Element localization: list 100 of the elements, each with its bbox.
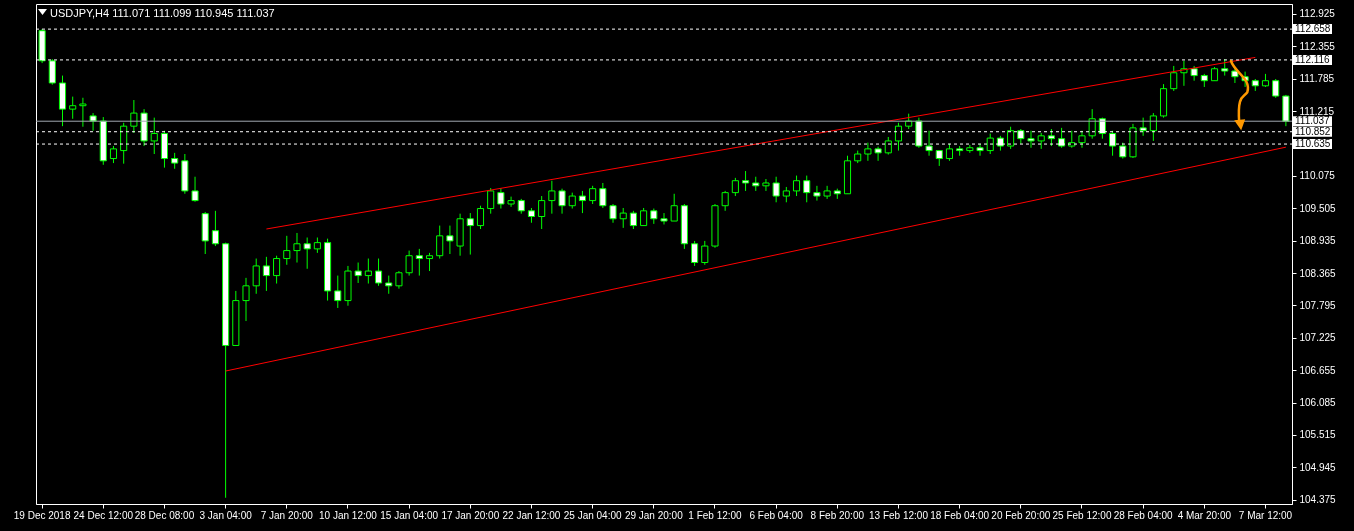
ref-line-label: 112.116 xyxy=(1295,53,1331,65)
candlestick xyxy=(293,232,301,264)
candlestick xyxy=(823,185,831,200)
candlestick xyxy=(558,188,566,215)
candlestick xyxy=(660,212,668,225)
x-tick-label: 15 Jan 04:00 xyxy=(380,509,439,521)
x-tick-label: 25 Jan 04:00 xyxy=(563,509,622,521)
x-tick-label: 3 Jan 04:00 xyxy=(199,509,253,521)
candlestick xyxy=(762,178,770,192)
candlestick xyxy=(415,248,423,277)
y-tick-label: 109.505 xyxy=(1299,202,1337,214)
candlestick xyxy=(69,96,77,120)
y-tick-label: 112.355 xyxy=(1299,40,1336,52)
x-tick-label: 18 Feb 04:00 xyxy=(930,509,990,521)
x-tick-label: 25 Feb 12:00 xyxy=(1052,509,1112,521)
candlestick xyxy=(986,133,994,155)
candlestick xyxy=(548,180,556,215)
candlestick xyxy=(721,190,729,212)
candlestick xyxy=(578,190,586,214)
candlestick xyxy=(354,262,362,284)
candlestick xyxy=(273,255,281,285)
candlestick xyxy=(691,240,699,267)
candlestick xyxy=(262,256,270,292)
candlestick xyxy=(150,117,158,155)
ref-line-label: 111.037 xyxy=(1295,115,1331,127)
candlestick xyxy=(334,275,342,309)
candlestick xyxy=(436,225,444,260)
candlestick xyxy=(446,225,454,255)
x-tick-label: 24 Dec 12:00 xyxy=(73,509,134,521)
candlestick xyxy=(670,193,678,222)
x-tick-label: 20 Feb 20:00 xyxy=(991,509,1051,521)
y-tick-label: 104.375 xyxy=(1299,494,1337,506)
x-tick-label: 28 Feb 04:00 xyxy=(1113,509,1174,521)
candlestick xyxy=(283,235,291,266)
ref-line-label: 112.658 xyxy=(1295,23,1331,35)
candlestick xyxy=(813,185,821,202)
x-tick-label: 1 Feb 12:00 xyxy=(688,509,743,521)
candlestick xyxy=(191,176,199,203)
candlestick xyxy=(1088,108,1096,140)
x-tick-label: 29 Jan 20:00 xyxy=(624,509,684,521)
candlestick xyxy=(629,210,637,230)
candlestick xyxy=(538,195,546,230)
x-tick-label: 28 Dec 08:00 xyxy=(134,509,195,521)
candlestick xyxy=(1231,68,1239,84)
y-tick-label: 112.925 xyxy=(1299,8,1336,20)
candlestick xyxy=(742,170,750,192)
candlestick xyxy=(772,176,780,203)
candlestick xyxy=(405,250,413,277)
candlestick xyxy=(466,212,474,256)
candlestick xyxy=(79,97,87,128)
y-tick-label: 107.795 xyxy=(1299,299,1337,311)
y-tick-label: 111.215 xyxy=(1299,105,1335,117)
y-tick-label: 104.945 xyxy=(1299,461,1337,473)
candlestick xyxy=(619,207,627,229)
candlestick xyxy=(599,182,607,209)
x-tick-label: 22 Jan 12:00 xyxy=(502,509,561,521)
y-tick-label: 110.075 xyxy=(1299,170,1336,182)
chart-title: USDJPY,H4 111.071 111.099 110.945 111.037 xyxy=(50,7,275,19)
candlestick xyxy=(731,177,739,197)
candlestick xyxy=(589,185,597,205)
candlestick xyxy=(1170,65,1178,92)
y-tick-label: 108.935 xyxy=(1299,235,1337,247)
y-tick-label: 107.225 xyxy=(1299,332,1337,344)
candlestick xyxy=(252,258,260,295)
y-tick-label: 111.785 xyxy=(1299,73,1335,85)
x-tick-label: 4 Mar 20:00 xyxy=(1177,509,1232,521)
y-tick-label: 106.085 xyxy=(1299,397,1337,409)
x-tick-label: 7 Mar 12:00 xyxy=(1238,509,1293,521)
x-tick-label: 13 Feb 12:00 xyxy=(869,509,929,521)
candlestick xyxy=(894,122,903,152)
candlestick xyxy=(303,237,311,270)
candlestick xyxy=(864,142,872,162)
candlestick xyxy=(1149,112,1157,142)
candlestick xyxy=(803,175,811,203)
y-tick-label: 108.365 xyxy=(1299,267,1337,279)
y-tick-label: 105.515 xyxy=(1299,429,1337,441)
candlestick xyxy=(374,258,383,287)
x-tick-label: 7 Jan 20:00 xyxy=(260,509,314,521)
candlestick xyxy=(1272,78,1280,99)
ref-line-label: 110.852 xyxy=(1295,125,1331,137)
candlestick xyxy=(242,277,250,322)
y-tick-label: 106.655 xyxy=(1299,364,1337,376)
x-tick-label: 6 Feb 04:00 xyxy=(749,509,804,521)
candlestick xyxy=(425,252,434,272)
candlestick xyxy=(874,146,882,162)
candlestick xyxy=(385,275,393,295)
candlestick xyxy=(211,210,219,247)
candlestick xyxy=(507,196,515,208)
candlestick xyxy=(701,240,709,266)
candlestick xyxy=(497,187,505,210)
x-tick-label: 19 Dec 2018 xyxy=(13,509,71,521)
candlestick xyxy=(487,187,495,215)
x-tick-label: 10 Jan 12:00 xyxy=(319,509,378,521)
x-tick-label: 17 Jan 20:00 xyxy=(441,509,500,521)
candlestick xyxy=(364,258,372,285)
ref-line-label: 110.635 xyxy=(1295,138,1331,150)
candlestick xyxy=(476,205,485,230)
candlestick xyxy=(792,175,801,197)
candlestick xyxy=(609,203,617,224)
x-tick-label: 8 Feb 20:00 xyxy=(810,509,865,521)
